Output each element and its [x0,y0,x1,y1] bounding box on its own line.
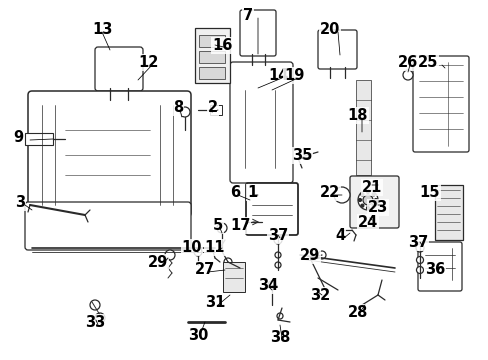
FancyBboxPatch shape [28,91,191,217]
Text: 13: 13 [92,22,112,37]
Circle shape [317,251,325,259]
Text: 18: 18 [347,108,367,123]
Text: 5: 5 [212,218,223,233]
Circle shape [366,207,369,210]
FancyBboxPatch shape [229,62,292,183]
Bar [223,262,244,292]
FancyBboxPatch shape [317,30,356,69]
Text: 2: 2 [207,100,218,115]
Text: 3: 3 [15,195,25,210]
Bar [209,105,222,115]
Circle shape [333,187,349,203]
Circle shape [273,236,282,244]
Text: 30: 30 [187,328,208,343]
Text: 22: 22 [319,185,340,200]
Bar [355,80,370,175]
Circle shape [416,256,423,264]
Circle shape [164,250,175,260]
Circle shape [360,193,363,196]
Text: 15: 15 [419,185,439,200]
Text: 16: 16 [211,38,232,53]
Text: 37: 37 [267,228,287,243]
Text: 33: 33 [85,315,105,330]
Circle shape [274,252,281,258]
Text: 20: 20 [319,22,340,37]
Text: 29: 29 [299,248,320,263]
Text: 28: 28 [347,305,367,320]
FancyBboxPatch shape [245,183,297,235]
Bar [199,67,224,79]
Text: 12: 12 [138,55,158,70]
FancyBboxPatch shape [95,47,142,91]
FancyBboxPatch shape [417,242,461,291]
Circle shape [276,313,283,319]
Text: 9: 9 [13,130,23,145]
Text: 19: 19 [283,68,304,83]
Bar [434,185,462,240]
Text: 25: 25 [417,55,437,70]
Text: 29: 29 [147,255,168,270]
Circle shape [224,258,231,266]
Text: 31: 31 [204,295,225,310]
Circle shape [415,244,423,252]
Text: 23: 23 [367,200,387,215]
Circle shape [371,193,374,196]
Circle shape [371,204,374,207]
Text: 38: 38 [269,330,289,345]
Text: 7: 7 [243,8,253,23]
Circle shape [366,190,369,194]
Text: 10: 10 [182,240,202,255]
Circle shape [217,223,226,233]
FancyBboxPatch shape [349,176,398,228]
Text: 1: 1 [246,185,257,200]
Text: 37: 37 [407,235,427,250]
Circle shape [90,300,100,310]
Text: 26: 26 [397,55,417,70]
FancyBboxPatch shape [25,202,191,250]
Bar [199,35,224,47]
Text: 4: 4 [334,228,345,243]
Circle shape [357,190,377,210]
Text: 21: 21 [361,180,382,195]
Text: 8: 8 [173,100,183,115]
Text: 36: 36 [424,262,444,277]
Bar [199,51,224,63]
Circle shape [95,313,105,323]
Text: 27: 27 [195,262,215,277]
Circle shape [267,281,275,289]
Text: 11: 11 [204,240,225,255]
Text: 14: 14 [268,68,288,83]
Text: 32: 32 [309,288,329,303]
FancyBboxPatch shape [412,56,468,152]
Circle shape [358,198,361,202]
Circle shape [416,266,423,274]
Circle shape [360,204,363,207]
Text: 34: 34 [257,278,278,293]
Circle shape [274,262,281,268]
FancyBboxPatch shape [240,10,275,56]
Text: 17: 17 [229,218,250,233]
Bar [195,28,229,83]
Bar [25,133,53,145]
Text: 35: 35 [291,148,311,163]
Text: 24: 24 [357,215,377,230]
Circle shape [180,107,190,117]
Text: 6: 6 [229,185,240,200]
Circle shape [194,248,202,256]
Circle shape [402,70,412,80]
Circle shape [374,198,377,202]
Circle shape [362,195,372,205]
